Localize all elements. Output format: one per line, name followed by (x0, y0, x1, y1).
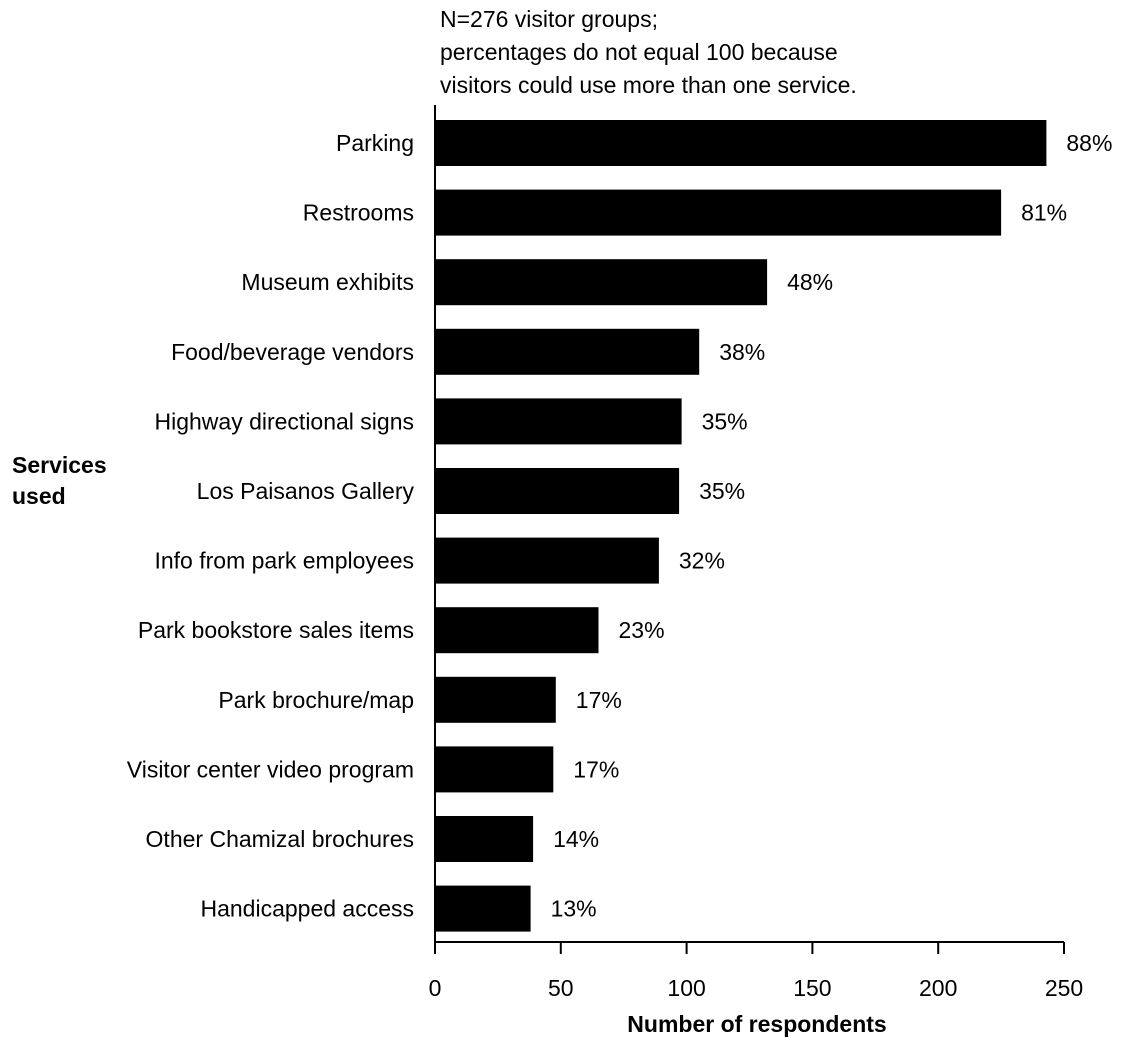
category-label-9: Visitor center video program (127, 756, 414, 782)
value-label-11: 13% (551, 896, 597, 922)
category-label-3: Food/beverage vendors (171, 339, 414, 365)
value-label-2: 48% (787, 269, 833, 295)
value-label-7: 23% (619, 617, 665, 643)
category-label-0: Parking (336, 130, 414, 156)
category-label-2: Museum exhibits (241, 269, 414, 295)
category-label-4: Highway directional signs (154, 408, 414, 434)
value-label-6: 32% (679, 548, 725, 574)
y-axis-title-line-1: Services (12, 452, 107, 478)
bar-7 (435, 607, 599, 654)
bar-10 (435, 816, 534, 862)
value-label-3: 38% (719, 339, 765, 365)
chart-note-line-1: N=276 visitor groups; (440, 6, 658, 32)
category-label-6: Info from park employees (154, 548, 414, 574)
value-label-0: 88% (1066, 130, 1112, 156)
bar-8 (435, 676, 556, 723)
bar-6 (435, 537, 659, 584)
category-label-10: Other Chamizal brochures (146, 826, 414, 852)
chart-note: N=276 visitor groups; percentages do not… (440, 6, 857, 98)
value-label-5: 35% (699, 478, 745, 504)
bar-3 (435, 328, 700, 375)
category-label-7: Park bookstore sales items (138, 617, 414, 643)
x-axis-title: Number of respondents (627, 1011, 886, 1037)
category-label-5: Los Paisanos Gallery (197, 478, 415, 504)
value-labels: 88% 81% 48% 38% 35% 35% 32% 23% 17% 17% 14% 13% (551, 130, 1113, 922)
bar-1 (435, 189, 1002, 236)
x-tick-label-2: 100 (667, 975, 705, 1001)
value-label-4: 35% (702, 408, 748, 434)
y-axis-title: Services used (12, 452, 107, 509)
bar-11 (435, 885, 531, 932)
category-label-1: Restrooms (303, 200, 414, 226)
value-label-1: 81% (1021, 200, 1067, 226)
category-label-8: Park brochure/map (218, 687, 414, 713)
x-tick-label-5: 250 (1045, 975, 1083, 1001)
value-label-9: 17% (573, 756, 619, 782)
bars (435, 120, 1047, 932)
bar-5 (435, 468, 680, 514)
x-tick-label-4: 200 (919, 975, 957, 1001)
value-label-8: 17% (576, 687, 622, 713)
bar-4 (435, 398, 682, 445)
chart-note-line-2: percentages do not equal 100 because (440, 39, 838, 65)
bar-9 (435, 746, 554, 793)
y-axis-title-line-2: used (12, 483, 66, 509)
x-axis-ticks: 0 50 100 150 200 250 (429, 942, 1083, 1001)
bar-0 (435, 120, 1047, 166)
x-tick-label-1: 50 (548, 975, 574, 1001)
chart-note-line-3: visitors could use more than one service… (440, 72, 857, 98)
bar-2 (435, 259, 768, 306)
category-labels: Parking Restrooms Museum exhibits Food/beve… (127, 130, 415, 922)
x-tick-label-3: 150 (793, 975, 831, 1001)
x-tick-label-0: 0 (429, 975, 442, 1001)
category-label-11: Handicapped access (200, 896, 414, 922)
value-label-10: 14% (553, 826, 599, 852)
